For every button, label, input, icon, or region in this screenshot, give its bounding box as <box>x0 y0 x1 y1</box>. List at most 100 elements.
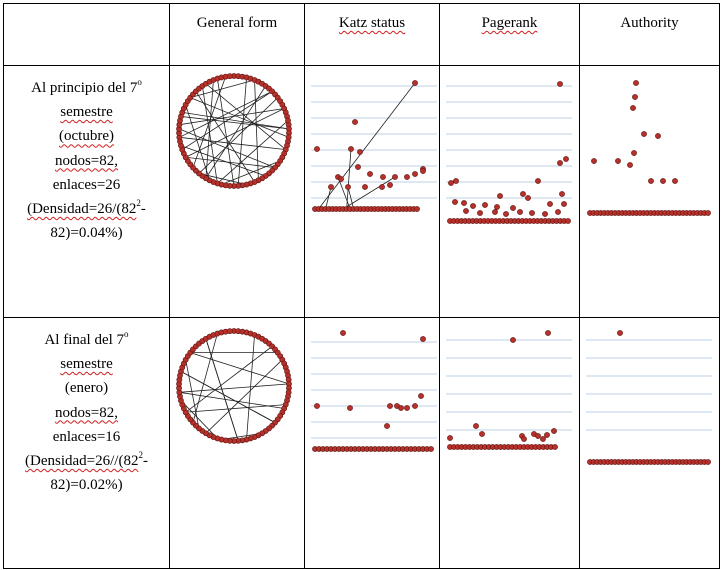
graph-node <box>362 184 368 190</box>
graph-node <box>352 119 358 125</box>
january-general-form-graph <box>169 317 305 569</box>
graph-node <box>551 428 557 434</box>
graph-node <box>338 176 344 182</box>
graph-node <box>517 209 523 215</box>
graph-edge <box>180 400 218 439</box>
graph-node <box>380 174 386 180</box>
graph-node <box>557 81 563 87</box>
graph-node <box>535 433 541 439</box>
graph-edge <box>185 108 285 158</box>
graph-node <box>494 204 500 210</box>
graph-node <box>479 431 485 437</box>
graph-node <box>387 403 393 409</box>
graph-edge <box>337 176 351 210</box>
graph-node <box>453 178 459 184</box>
graph-node <box>367 171 373 177</box>
graph-node <box>414 206 420 212</box>
graph-node <box>355 164 361 170</box>
graph-edge <box>198 97 279 174</box>
graph-node <box>547 201 553 207</box>
january-authority-graph <box>579 317 720 569</box>
graph-node <box>630 105 636 111</box>
graph-node <box>632 94 638 100</box>
graph-node <box>404 405 410 411</box>
graph-edge <box>185 404 286 413</box>
graph-edge <box>201 85 218 184</box>
pagerank-plot-january <box>446 330 572 450</box>
graph-node <box>521 436 527 442</box>
graph-edge <box>185 359 200 429</box>
graph-edge <box>179 91 273 138</box>
graph-node <box>463 208 469 214</box>
graph-edge <box>192 76 226 168</box>
graph-node <box>660 178 666 184</box>
graph-node <box>387 182 393 188</box>
graph-node <box>559 191 565 197</box>
graph-node <box>565 218 571 224</box>
comparison-table: General form Katz status Pagerank Author… <box>3 3 720 569</box>
graph-node <box>627 162 633 168</box>
graph-node <box>552 444 558 450</box>
graph-edge <box>217 78 235 187</box>
pagerank-plot-october <box>446 81 572 224</box>
graph-node <box>544 432 550 438</box>
graph-node <box>473 423 479 429</box>
circle-graph-october <box>176 73 292 189</box>
graph-node <box>705 459 711 465</box>
header-row: General form Katz status Pagerank Author… <box>3 3 720 66</box>
graph-edge <box>180 116 290 130</box>
graph-node <box>520 191 526 197</box>
graph-node <box>631 150 637 156</box>
january-katz-graph <box>304 317 440 569</box>
graph-edge <box>347 186 355 210</box>
row-october: Al principio del 7o semestre (octubre) n… <box>3 65 720 318</box>
graph-node <box>482 202 488 208</box>
graph-node <box>655 133 661 139</box>
header-general-form: General form <box>169 3 305 66</box>
graph-node <box>561 201 567 207</box>
graph-node <box>226 73 233 80</box>
graph-node <box>591 158 597 164</box>
graph-node <box>563 156 569 162</box>
header-pagerank: Pagerank <box>439 3 580 66</box>
graph-node <box>542 211 548 217</box>
graph-node <box>617 330 623 336</box>
graph-node <box>392 174 398 180</box>
graph-node <box>648 178 654 184</box>
october-authority-graph <box>579 65 720 318</box>
graph-edge <box>346 148 352 210</box>
graph-edge <box>179 136 286 150</box>
graph-node <box>314 146 320 152</box>
graph-edge <box>185 346 273 413</box>
graph-node <box>428 446 434 452</box>
graph-node <box>470 203 476 209</box>
graph-edge <box>190 352 290 385</box>
graph-node <box>535 178 541 184</box>
authority-plot-october <box>587 80 711 216</box>
graph-edge <box>205 359 283 434</box>
graph-node <box>503 211 509 217</box>
graph-node <box>340 330 346 336</box>
graph-node <box>418 393 424 399</box>
october-pagerank-graph <box>439 65 580 318</box>
graph-edge <box>185 104 210 181</box>
graph-node <box>510 205 516 211</box>
october-katz-graph <box>304 65 440 318</box>
katz-plot-october <box>311 80 437 212</box>
graph-node <box>348 146 354 152</box>
graph-node <box>705 210 711 216</box>
header-authority: Authority <box>579 3 720 66</box>
graph-edge <box>182 91 273 150</box>
row-october-label: Al principio del 7o semestre (octubre) n… <box>3 65 170 318</box>
graph-edge <box>318 82 416 210</box>
graph-node <box>497 193 503 199</box>
graph-node <box>452 199 458 205</box>
graph-edge <box>192 333 218 423</box>
graph-edge <box>185 156 276 168</box>
graph-node <box>555 209 561 215</box>
graph-node <box>404 174 410 180</box>
graph-node <box>633 80 639 86</box>
katz-plot-january <box>311 330 437 452</box>
graph-node <box>525 195 531 201</box>
graph-node <box>412 171 418 177</box>
